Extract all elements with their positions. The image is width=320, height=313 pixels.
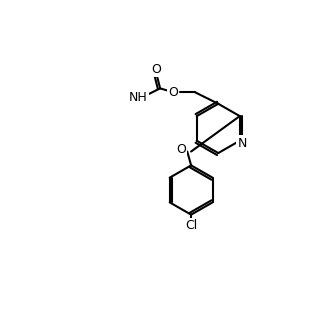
Text: O: O: [151, 63, 161, 76]
Text: N: N: [237, 136, 247, 150]
Text: O: O: [176, 143, 186, 156]
Text: Cl: Cl: [185, 219, 197, 232]
Text: O: O: [168, 86, 178, 99]
Text: NH: NH: [129, 91, 148, 104]
